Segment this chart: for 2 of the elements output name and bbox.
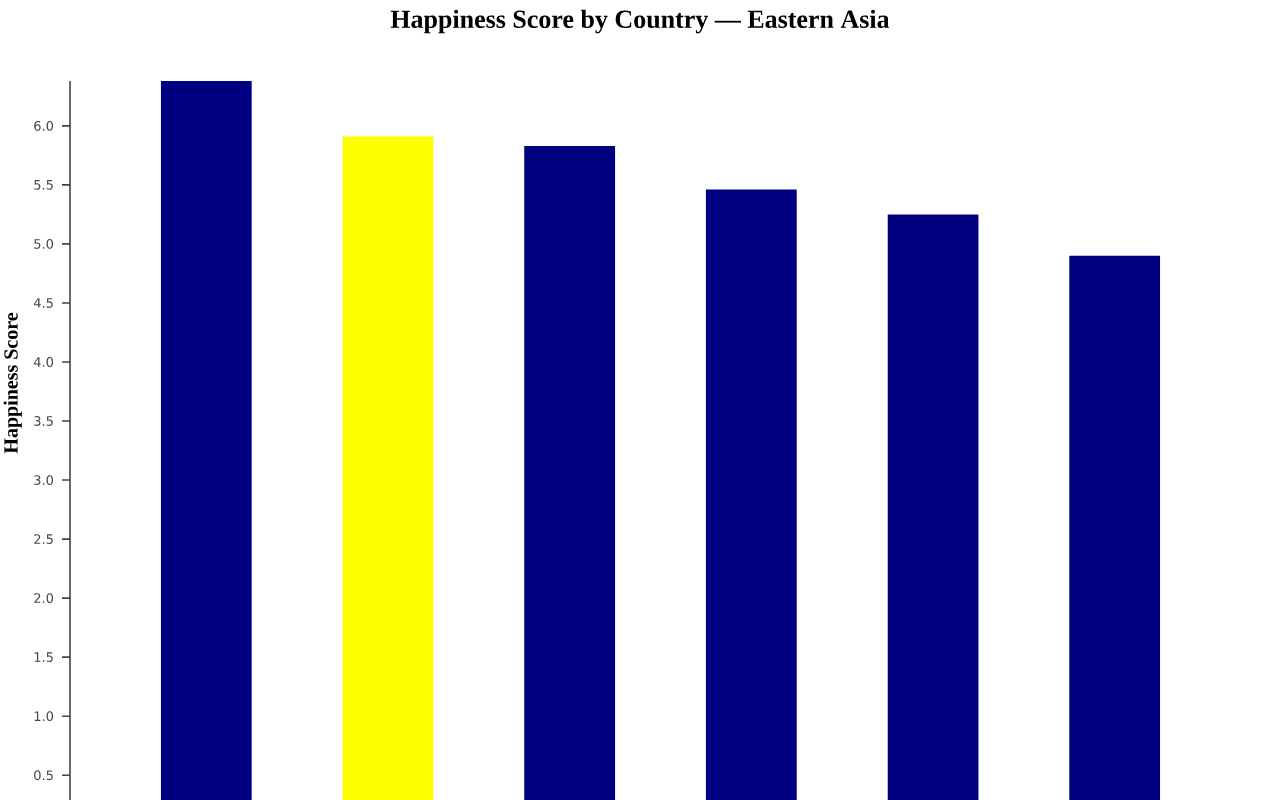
chart-title: Happiness Score by Country — Eastern Asia: [390, 9, 890, 34]
y-axis-title: Happiness Score: [3, 312, 22, 454]
